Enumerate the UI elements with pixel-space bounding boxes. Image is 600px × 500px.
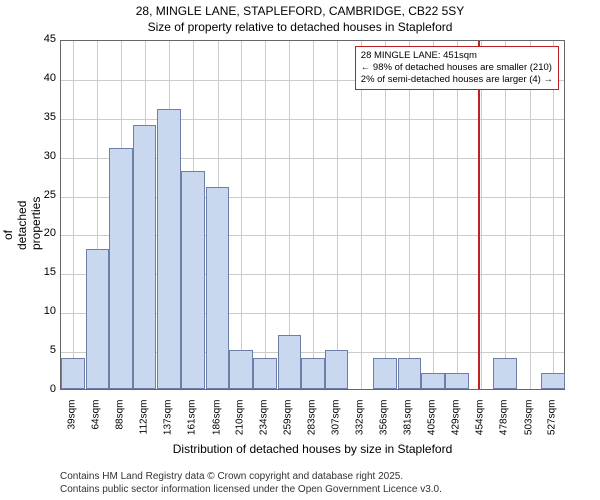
x-tick-label: 88sqm [115, 400, 126, 444]
gridline [265, 41, 266, 389]
plot-area [60, 40, 565, 390]
x-tick-label: 478sqm [498, 400, 509, 444]
gridline [73, 41, 74, 389]
y-tick-label: 15 [30, 266, 56, 278]
title-line-2: Size of property relative to detached ho… [0, 20, 600, 36]
x-tick-label: 356sqm [378, 400, 389, 444]
annotation-line-2: ← 98% of detached houses are smaller (21… [361, 62, 553, 74]
x-tick-label: 259sqm [283, 400, 294, 444]
annotation-box: 28 MINGLE LANE: 451sqm ← 98% of detached… [355, 46, 559, 90]
x-tick-label: 64sqm [91, 400, 102, 444]
marker-line [478, 41, 480, 389]
histogram-bar [398, 358, 422, 389]
x-axis-label: Distribution of detached houses by size … [60, 442, 565, 456]
x-tick-label: 112sqm [138, 400, 149, 444]
histogram-bar [229, 350, 253, 389]
gridline [313, 41, 314, 389]
gridline [530, 41, 531, 389]
x-tick-label: 186sqm [211, 400, 222, 444]
gridline [241, 41, 242, 389]
histogram-bar [421, 373, 445, 389]
x-tick-label: 161sqm [186, 400, 197, 444]
annotation-line-3: 2% of semi-detached houses are larger (4… [361, 74, 553, 86]
x-tick-label: 381sqm [403, 400, 414, 444]
histogram-bar [541, 373, 565, 389]
histogram-bar [253, 358, 277, 389]
histogram-bar [86, 249, 110, 389]
histogram-bar [325, 350, 349, 389]
x-tick-label: 503sqm [523, 400, 534, 444]
x-tick-label: 283sqm [307, 400, 318, 444]
x-tick-label: 307sqm [330, 400, 341, 444]
x-tick-label: 137sqm [163, 400, 174, 444]
histogram-bar [157, 109, 181, 389]
x-tick-label: 454sqm [475, 400, 486, 444]
histogram-bar [373, 358, 397, 389]
footer-line-1: Contains HM Land Registry data © Crown c… [60, 470, 442, 483]
y-tick-label: 35 [30, 111, 56, 123]
histogram-bar [493, 358, 517, 389]
histogram-bar [133, 125, 157, 389]
y-tick-label: 30 [30, 150, 56, 162]
x-tick-label: 234sqm [258, 400, 269, 444]
y-tick-label: 5 [30, 344, 56, 356]
y-tick-label: 25 [30, 189, 56, 201]
x-tick-label: 39sqm [66, 400, 77, 444]
y-tick-label: 40 [30, 72, 56, 84]
histogram-bar [445, 373, 469, 389]
histogram-bar [109, 148, 133, 389]
histogram-bar [301, 358, 325, 389]
gridline [505, 41, 506, 389]
gridline [385, 41, 386, 389]
histogram-bar [61, 358, 85, 389]
x-tick-label: 405sqm [427, 400, 438, 444]
gridline [553, 41, 554, 389]
y-tick-label: 20 [30, 227, 56, 239]
x-tick-label: 210sqm [235, 400, 246, 444]
gridline [457, 41, 458, 389]
attribution-footer: Contains HM Land Registry data © Crown c… [60, 470, 442, 496]
y-tick-label: 0 [30, 383, 56, 395]
gridline [433, 41, 434, 389]
footer-line-2: Contains public sector information licen… [60, 483, 442, 496]
x-tick-label: 429sqm [450, 400, 461, 444]
gridline [361, 41, 362, 389]
histogram-bar [278, 335, 302, 389]
chart-title: 28, MINGLE LANE, STAPLEFORD, CAMBRIDGE, … [0, 0, 600, 35]
gridline [481, 41, 482, 389]
gridline [409, 41, 410, 389]
y-tick-label: 45 [30, 33, 56, 45]
histogram-bar [181, 171, 205, 389]
annotation-line-1: 28 MINGLE LANE: 451sqm [361, 50, 553, 62]
x-tick-label: 527sqm [547, 400, 558, 444]
gridline [337, 41, 338, 389]
histogram-bar [206, 187, 230, 389]
y-tick-label: 10 [30, 305, 56, 317]
x-tick-label: 332sqm [355, 400, 366, 444]
title-line-1: 28, MINGLE LANE, STAPLEFORD, CAMBRIDGE, … [0, 4, 600, 20]
